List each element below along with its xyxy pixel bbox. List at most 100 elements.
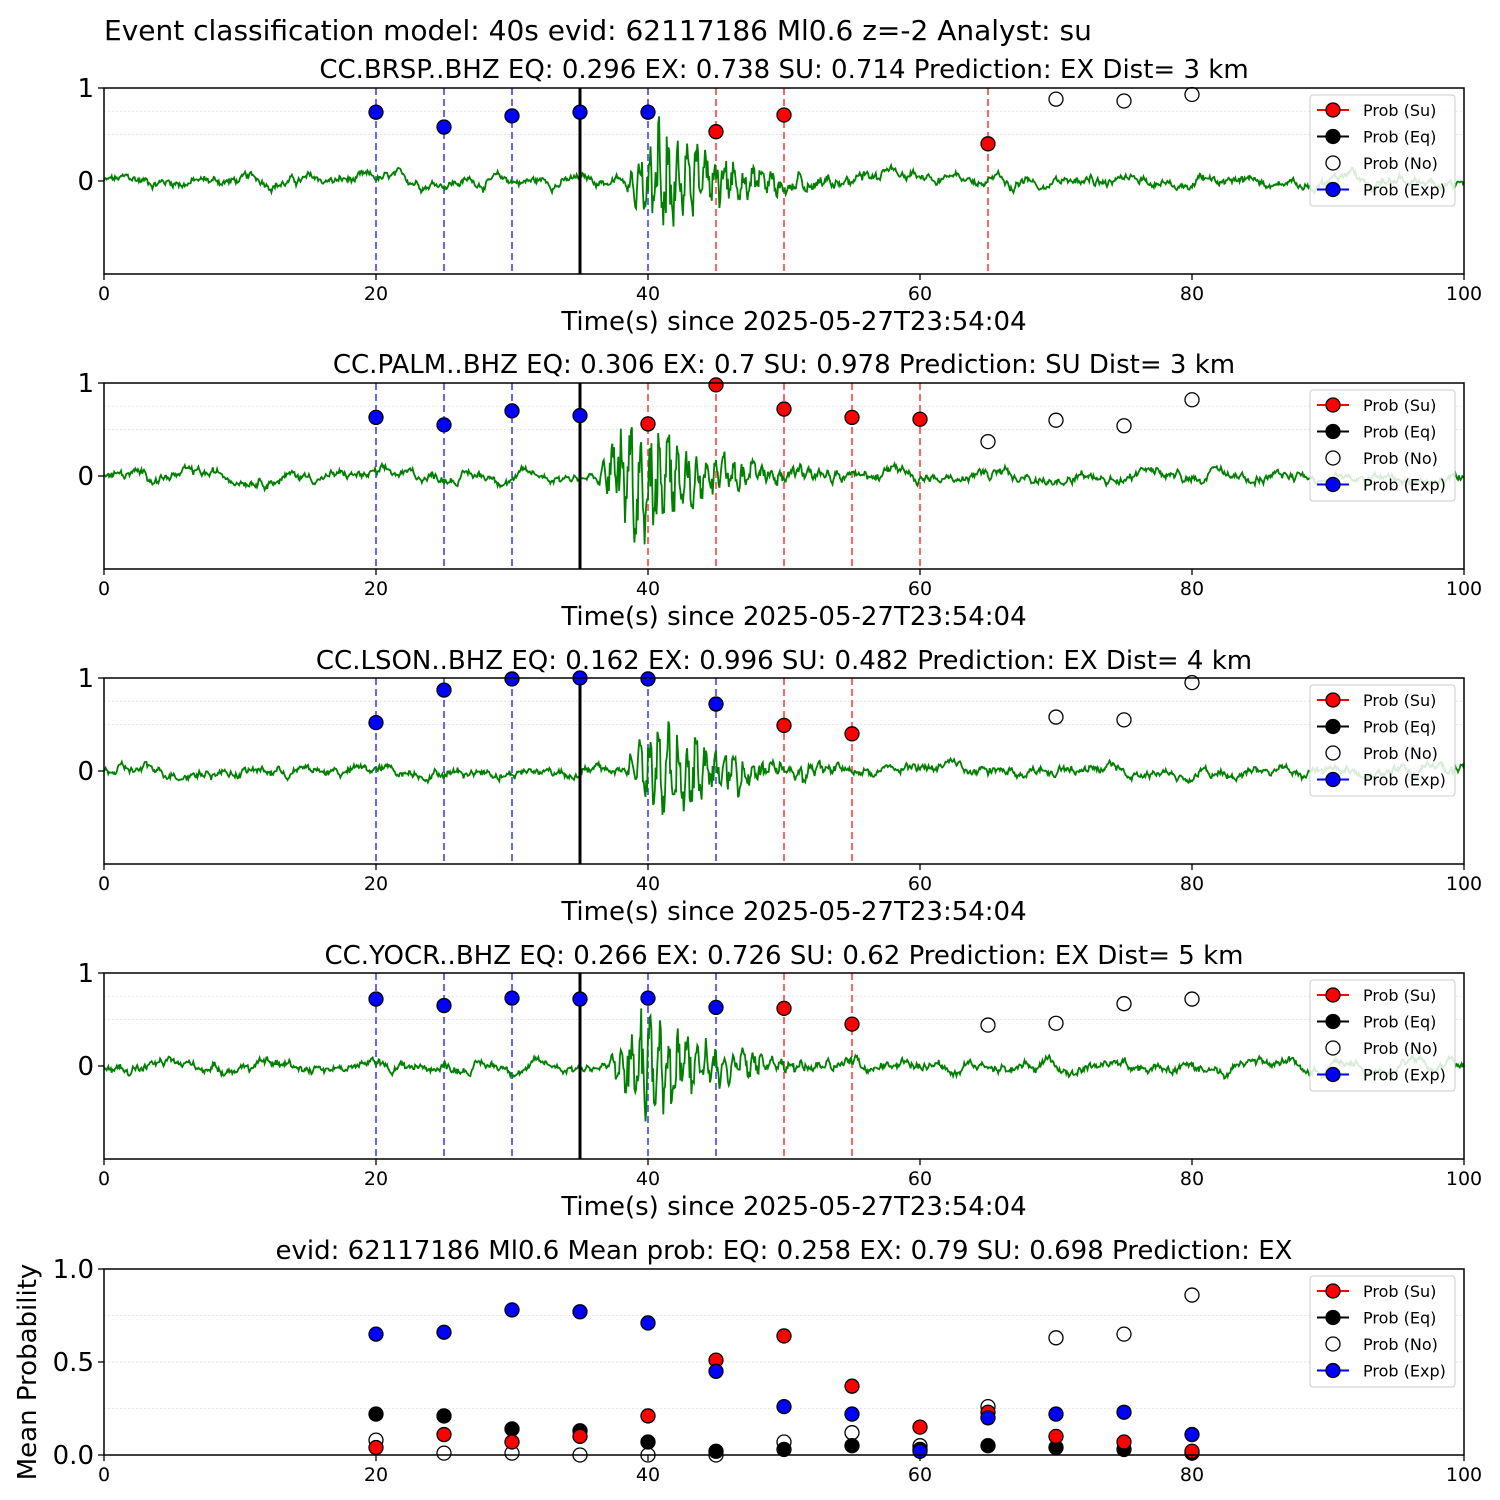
point-prob-exp xyxy=(572,407,588,424)
point-prob-exp xyxy=(436,682,452,698)
y-tick-label: 1.0 xyxy=(53,1255,94,1285)
point-prob-exp xyxy=(640,1315,656,1331)
y-tick-label: 1 xyxy=(77,959,94,989)
point-prob-exp xyxy=(368,714,384,731)
x-tick-label: 0 xyxy=(98,873,110,895)
x-tick-label: 100 xyxy=(1446,1464,1482,1486)
legend: Prob (Su) Prob (Eq) Prob (No) Prob (Exp) xyxy=(1309,684,1456,797)
point-prob-exp xyxy=(436,1324,452,1340)
legend-box xyxy=(1309,684,1456,797)
y-tick-label: 0 xyxy=(77,462,94,492)
point-prob-no xyxy=(1048,1330,1064,1346)
point-prob-no xyxy=(1184,86,1200,103)
point-prob-exp xyxy=(776,1398,792,1415)
waveform-trace xyxy=(103,721,1465,815)
panel-title: CC.LSON..BHZ EQ: 0.162 EX: 0.996 SU: 0.4… xyxy=(316,646,1252,676)
legend-label: Prob (Su) xyxy=(1363,1282,1436,1301)
legend-marker xyxy=(1325,397,1341,413)
point-prob-exp xyxy=(708,696,724,712)
x-tick-label: 20 xyxy=(364,283,388,305)
y-axis-label: Mean Probability xyxy=(13,1264,43,1481)
point-prob-exp xyxy=(368,1326,384,1342)
point-prob-eq xyxy=(504,1421,520,1437)
point-prob-no xyxy=(1184,1287,1200,1303)
legend-box xyxy=(1309,94,1456,207)
point-prob-exp xyxy=(504,403,520,419)
point-prob-su xyxy=(844,726,860,742)
legend-marker xyxy=(1325,1309,1341,1326)
point-prob-no xyxy=(1116,93,1132,109)
legend-label: Prob (Exp) xyxy=(1363,771,1446,790)
point-prob-su xyxy=(844,1016,860,1032)
legend-label: Prob (Eq) xyxy=(1363,423,1436,442)
point-prob-su xyxy=(572,1428,588,1445)
x-tick-label: 80 xyxy=(1180,578,1204,600)
legend-marker xyxy=(1325,423,1341,440)
point-prob-exp xyxy=(436,119,452,135)
legend-label: Prob (Su) xyxy=(1363,691,1436,710)
panel-title: CC.PALM..BHZ EQ: 0.306 EX: 0.7 SU: 0.978… xyxy=(333,350,1235,380)
legend-marker xyxy=(1325,718,1341,735)
x-tick-label: 20 xyxy=(364,578,388,600)
point-prob-eq xyxy=(980,1438,996,1454)
x-tick-label: 40 xyxy=(636,578,660,600)
point-prob-eq xyxy=(844,1438,860,1454)
legend: Prob (Su) Prob (Eq) Prob (No) Prob (Exp) xyxy=(1309,1275,1456,1388)
point-prob-exp xyxy=(368,409,384,426)
point-prob-su xyxy=(844,409,860,426)
point-prob-exp xyxy=(368,104,384,120)
point-prob-eq xyxy=(436,1408,452,1424)
x-tick-label: 80 xyxy=(1180,873,1204,895)
panel-4: CC.YOCR..BHZ EQ: 0.266 EX: 0.726 SU: 0.6… xyxy=(77,941,1482,1222)
x-tick-label: 0 xyxy=(98,578,110,600)
point-prob-exp xyxy=(980,1410,996,1426)
x-tick-label: 20 xyxy=(364,1168,388,1190)
panel-title: CC.YOCR..BHZ EQ: 0.266 EX: 0.726 SU: 0.6… xyxy=(325,941,1244,971)
point-prob-su xyxy=(504,1434,520,1450)
figure-suptitle: Event classification model: 40s evid: 62… xyxy=(104,14,1092,47)
y-tick-label: 1 xyxy=(77,369,94,399)
point-prob-no xyxy=(1184,675,1200,691)
point-prob-no xyxy=(980,433,996,450)
point-prob-no xyxy=(1048,709,1064,725)
legend-label: Prob (Su) xyxy=(1363,986,1436,1005)
x-tick-label: 20 xyxy=(364,873,388,895)
point-prob-exp xyxy=(504,108,520,124)
legend-label: Prob (Eq) xyxy=(1363,1013,1436,1032)
legend-label: Prob (Exp) xyxy=(1363,1362,1446,1381)
point-prob-no xyxy=(1048,91,1064,107)
legend-label: Prob (Exp) xyxy=(1363,1066,1446,1085)
legend-marker xyxy=(1325,102,1341,118)
point-prob-no xyxy=(1116,712,1132,728)
point-prob-exp xyxy=(640,671,656,687)
legend-label: Prob (Eq) xyxy=(1363,718,1436,737)
x-tick-label: 60 xyxy=(908,283,932,305)
point-prob-su xyxy=(776,717,792,734)
panel-2: CC.PALM..BHZ EQ: 0.306 EX: 0.7 SU: 0.978… xyxy=(77,350,1482,632)
point-prob-su xyxy=(776,1000,792,1016)
legend-marker xyxy=(1325,476,1341,493)
legend-marker xyxy=(1325,128,1341,145)
x-tick-label: 20 xyxy=(364,1464,388,1486)
waveform-trace xyxy=(103,116,1465,227)
point-prob-su xyxy=(640,1408,656,1424)
point-prob-eq xyxy=(776,1441,792,1458)
legend-label: Prob (Su) xyxy=(1363,101,1436,120)
point-prob-exp xyxy=(572,104,588,120)
point-prob-su xyxy=(436,1426,452,1443)
y-tick-label: 0 xyxy=(77,757,94,787)
point-prob-su xyxy=(844,1378,860,1394)
legend-marker xyxy=(1325,155,1341,171)
legend-label: Prob (Exp) xyxy=(1363,476,1446,495)
point-prob-exp xyxy=(844,1406,860,1422)
legend-label: Prob (No) xyxy=(1363,154,1438,173)
x-tick-label: 40 xyxy=(636,1168,660,1190)
point-prob-exp xyxy=(708,1363,724,1379)
panel-1: CC.BRSP..BHZ EQ: 0.296 EX: 0.738 SU: 0.7… xyxy=(77,55,1482,337)
point-prob-su xyxy=(1116,1434,1132,1450)
point-prob-exp xyxy=(640,104,656,120)
legend: Prob (Su) Prob (Eq) Prob (No) Prob (Exp) xyxy=(1309,94,1456,207)
panel-5: evid: 62117186 Ml0.6 Mean prob: EQ: 0.25… xyxy=(13,1236,1482,1486)
legend-label: Prob (Su) xyxy=(1363,396,1436,415)
